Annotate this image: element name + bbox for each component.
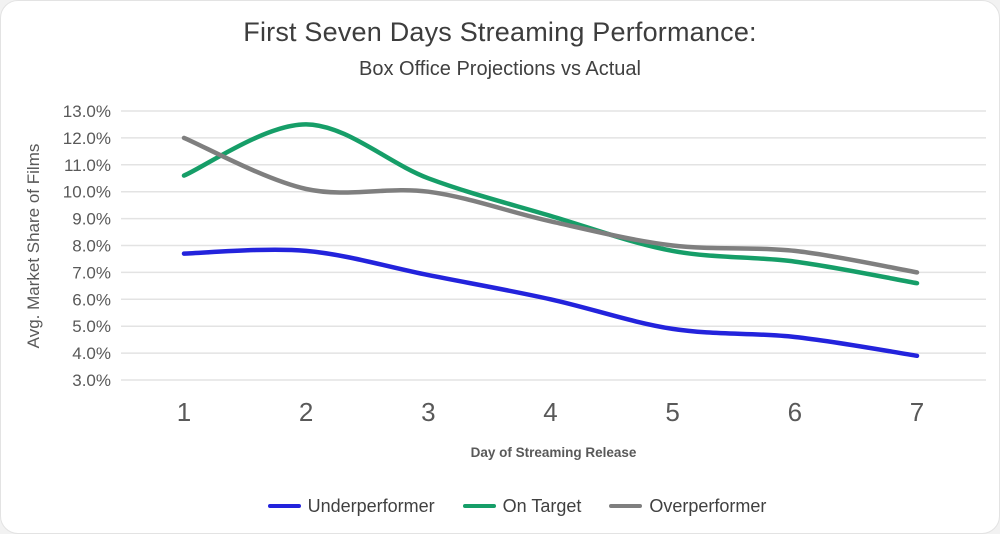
x-tick-label: 6 [788,397,802,427]
legend-item-underperformer: Underperformer [267,495,435,517]
y-tick-label: 9.0% [72,210,111,229]
legend-line-swatch [609,503,643,509]
x-tick-label: 3 [421,397,435,427]
y-tick-label: 4.0% [72,344,111,363]
y-tick-label: 12.0% [63,129,111,148]
y-tick-label: 11.0% [64,156,111,175]
y-tick-label: 6.0% [72,290,111,309]
y-tick-label: 5.0% [72,317,111,336]
series-line-on-target [181,122,920,286]
legend-line-swatch [462,503,496,509]
legend-line-swatch [267,503,301,509]
y-tick-label: 10.0% [63,183,111,202]
x-tick-label: 2 [299,397,313,427]
chart-legend: Underperformer On Target Overperformer [35,491,999,521]
x-tick-label: 1 [177,397,191,427]
x-axis-title: Day of Streaming Release [471,445,637,460]
legend-label: Underperformer [307,495,435,516]
series-line-overperformer [181,135,920,275]
chart-title: First Seven Days Streaming Performance: [243,17,757,47]
y-tick-label: 3.0% [72,371,111,390]
line-chart-plot: 13.0%12.0%11.0%10.0%9.0%8.0%7.0%6.0%5.0%… [24,102,986,460]
legend-item-on-target: On Target [462,495,582,517]
chart-subtitle: Box Office Projections vs Actual [359,58,641,80]
x-tick-label: 7 [910,397,924,427]
y-tick-label: 7.0% [72,263,111,282]
legend-label: Overperformer [649,495,767,516]
legend-label: On Target [502,495,582,516]
y-axis-title: Avg. Market Share of Films [24,144,43,349]
y-tick-label: 13.0% [63,102,111,121]
y-tick-label: 8.0% [72,237,111,256]
series-line-underperformer [181,247,920,359]
x-tick-label: 4 [543,397,557,427]
x-tick-label: 5 [665,397,679,427]
legend-item-overperformer: Overperformer [609,496,766,517]
